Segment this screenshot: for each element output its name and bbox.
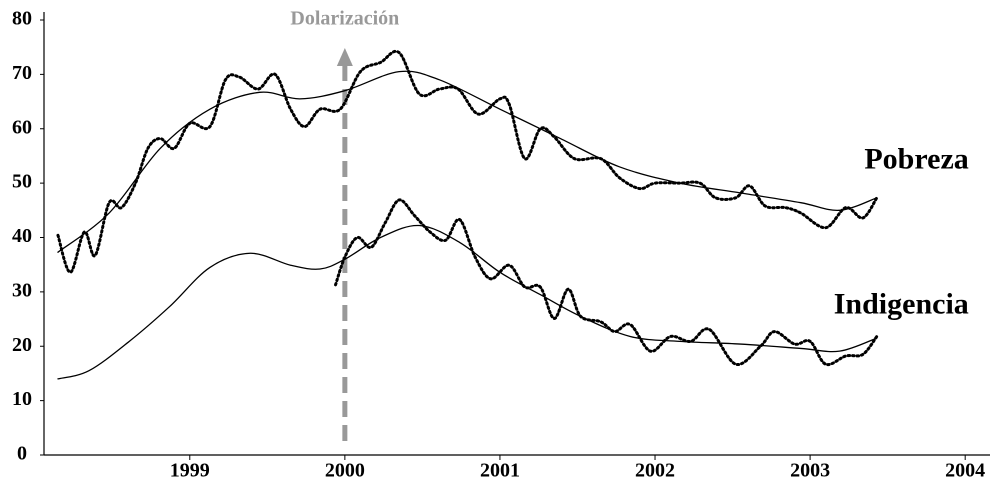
y-tick-label: 70	[12, 62, 32, 84]
y-tick-label: 80	[12, 8, 32, 30]
line	[57, 224, 878, 380]
series-label: Indigencia	[834, 287, 969, 320]
y-tick-label: 20	[12, 334, 32, 356]
x-tick-label: 2003	[790, 460, 830, 482]
x-tick-label: 2001	[480, 460, 520, 482]
annotation: Dolarización	[290, 8, 399, 30]
y-tick-label: 30	[12, 279, 32, 301]
x-tick-label: 2000	[325, 460, 365, 482]
x-tick-label: 1999	[170, 460, 210, 482]
y-tick-label: 50	[12, 171, 32, 193]
y-tick-label: 60	[12, 116, 32, 138]
y-tick-label: 0	[17, 443, 27, 465]
x-tick-label: 2004	[945, 460, 985, 482]
line	[334, 198, 879, 367]
line	[57, 70, 878, 253]
series-label: Pobreza	[864, 143, 968, 176]
y-tick-label: 40	[12, 225, 32, 247]
x-tick-label: 2002	[635, 460, 675, 482]
line	[56, 49, 879, 274]
event-arrow	[336, 48, 353, 66]
y-tick-label: 10	[12, 388, 32, 410]
